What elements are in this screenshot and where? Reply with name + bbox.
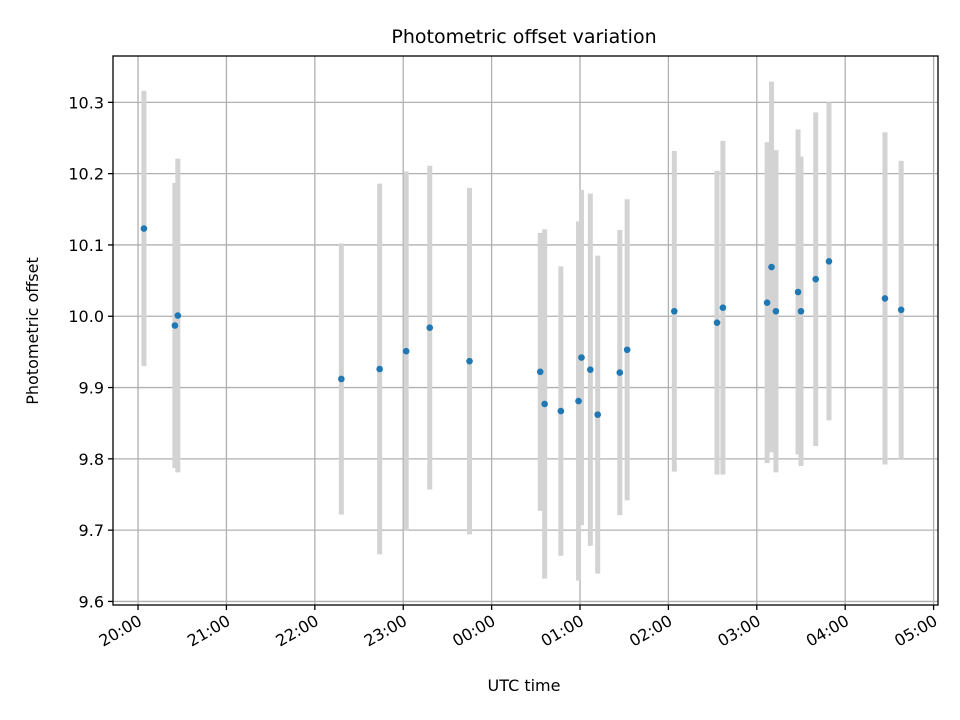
data-point bbox=[541, 400, 548, 408]
y-tick-label: 10.2 bbox=[68, 165, 104, 184]
y-tick-label: 9.6 bbox=[79, 592, 104, 611]
y-axis-ticks: 9.6 9.7 9.8 9.9 10.0 10.1 10.2 10.3 bbox=[68, 93, 113, 611]
data-point bbox=[594, 411, 601, 418]
data-point bbox=[587, 366, 594, 374]
data-point bbox=[768, 263, 775, 271]
data-point bbox=[171, 322, 179, 329]
data-point bbox=[616, 369, 624, 376]
data-point bbox=[713, 319, 721, 326]
data-point bbox=[338, 375, 345, 383]
y-tick-label: 9.8 bbox=[79, 450, 104, 469]
data-points bbox=[140, 225, 905, 418]
grid-lines bbox=[113, 56, 938, 605]
data-point bbox=[763, 299, 771, 306]
data-point bbox=[794, 288, 802, 296]
data-point bbox=[466, 357, 473, 365]
data-point bbox=[772, 307, 780, 315]
data-point bbox=[825, 258, 833, 265]
data-point bbox=[140, 225, 148, 232]
chart-title: Photometric offset variation bbox=[391, 26, 656, 48]
data-point bbox=[402, 347, 410, 355]
data-point bbox=[897, 306, 905, 314]
x-axis-label: UTC time bbox=[488, 676, 561, 695]
data-point bbox=[623, 346, 631, 354]
y-tick-label: 10.0 bbox=[68, 307, 104, 326]
data-point bbox=[426, 324, 434, 331]
y-axis-label: Photometric offset bbox=[23, 257, 42, 405]
data-point bbox=[174, 312, 182, 319]
plot-area-frame bbox=[112, 55, 939, 606]
data-point bbox=[578, 354, 585, 361]
y-tick-label: 9.7 bbox=[79, 521, 104, 540]
data-point bbox=[719, 304, 727, 311]
data-point bbox=[812, 275, 820, 283]
y-tick-label: 10.3 bbox=[68, 93, 104, 112]
data-point bbox=[797, 307, 805, 315]
data-point bbox=[557, 407, 565, 415]
y-tick-label: 9.9 bbox=[79, 379, 104, 398]
data-point bbox=[536, 368, 544, 376]
y-tick-label: 10.1 bbox=[68, 236, 104, 255]
data-point bbox=[376, 365, 383, 373]
data-point bbox=[881, 295, 889, 302]
data-point bbox=[670, 307, 678, 315]
data-point bbox=[575, 397, 582, 405]
